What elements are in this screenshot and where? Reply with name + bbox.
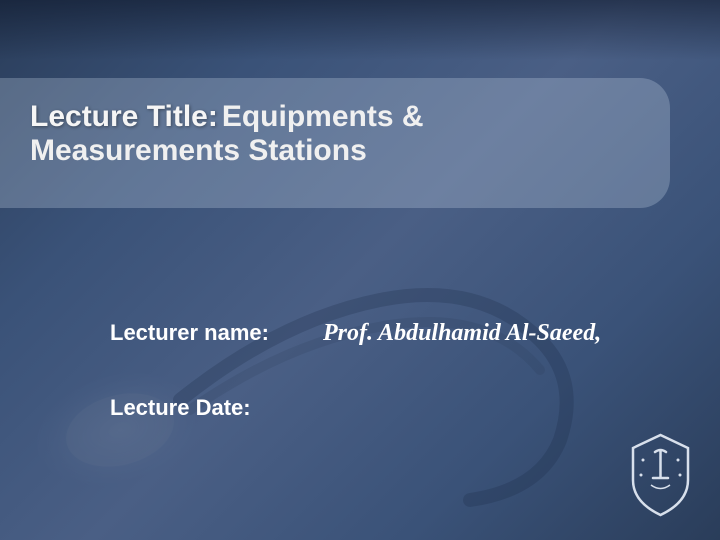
- date-row: Lecture Date:: [110, 395, 601, 421]
- slide-container: Lecture Title: Equipments & Measurements…: [0, 0, 720, 540]
- title-label: Lecture Title:: [30, 100, 218, 133]
- university-logo-icon: [623, 430, 698, 520]
- info-block: Lecturer name: Prof. Abdulhamid Al-Saeed…: [110, 320, 601, 421]
- lecturer-name: Prof. Abdulhamid Al-Saeed,: [323, 320, 601, 346]
- date-label: Lecture Date:: [110, 395, 251, 420]
- top-vignette: [0, 0, 720, 60]
- lecturer-row: Lecturer name: Prof. Abdulhamid Al-Saeed…: [110, 320, 601, 347]
- title-band: Lecture Title: Equipments & Measurements…: [0, 78, 670, 208]
- lecturer-label: Lecturer name:: [110, 320, 269, 345]
